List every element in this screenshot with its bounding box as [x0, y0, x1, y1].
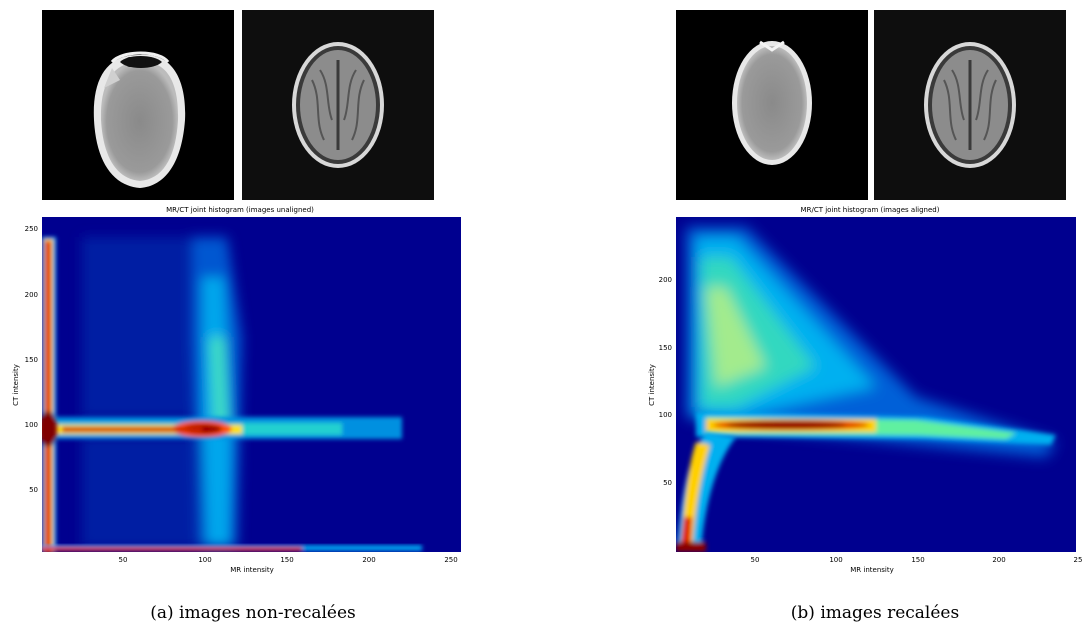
x-tick-a-200: 200	[362, 556, 376, 564]
y-tick-a-50: 50	[29, 486, 38, 494]
y-axis-label-b: CT intensity	[648, 364, 656, 406]
x-axis-label-a: MR intensity	[230, 566, 274, 574]
y-tick-b-100: 100	[658, 411, 672, 419]
y-tick-a-250: 250	[24, 225, 38, 233]
y-tick-a-100: 100	[24, 421, 38, 429]
x-tick-a-100: 100	[198, 556, 212, 564]
x-tick-a-50: 50	[118, 556, 128, 564]
y-tick-a-200: 200	[24, 291, 38, 299]
y-tick-a-150: 150	[24, 356, 38, 364]
histogram-title-a: MR/CT joint histogram (images unaligned)	[166, 206, 314, 214]
y-axis-label-a: CT intensity	[12, 364, 20, 406]
ct-scan-image-a	[42, 10, 234, 200]
mr-scan-image-b	[874, 10, 1066, 200]
x-tick-a-150: 150	[280, 556, 294, 564]
y-tick-b-50: 50	[663, 479, 672, 487]
joint-histogram-b	[676, 217, 1076, 552]
caption-b: (b) images recalées	[790, 603, 960, 623]
ct-scan-image-b	[676, 10, 868, 200]
x-tick-b-150: 150	[911, 556, 925, 564]
joint-histogram-a	[42, 217, 461, 552]
y-tick-b-200: 200	[658, 276, 672, 284]
mr-scan-image-a	[242, 10, 434, 200]
x-tick-b-100: 100	[829, 556, 843, 564]
histogram-title-b: MR/CT joint histogram (images aligned)	[800, 206, 940, 214]
x-tick-b-50: 50	[750, 556, 760, 564]
x-axis-label-b: MR intensity	[850, 566, 894, 574]
x-tick-b-200: 200	[992, 556, 1006, 564]
x-tick-b-250: 25	[1073, 556, 1083, 564]
caption-a: (a) images non-recalées	[150, 603, 356, 623]
x-tick-a-250: 250	[444, 556, 458, 564]
y-tick-b-150: 150	[658, 344, 672, 352]
